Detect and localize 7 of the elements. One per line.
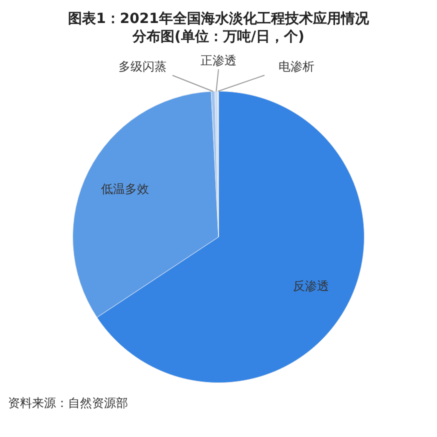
slice-label: 正渗透: [200, 53, 236, 68]
chart-title: 图表1：2021年全国海水淡化工程技术应用情况分布图(单位：万吨/日，个): [67, 10, 370, 46]
slice-label: 反渗透: [292, 278, 329, 293]
slice-label: 低温多效: [100, 182, 149, 196]
slice-label: 电渗析: [278, 59, 314, 74]
text: 资料来源：自然资源部: [8, 395, 129, 412]
slice-label: 多级闪蒸: [118, 59, 166, 74]
